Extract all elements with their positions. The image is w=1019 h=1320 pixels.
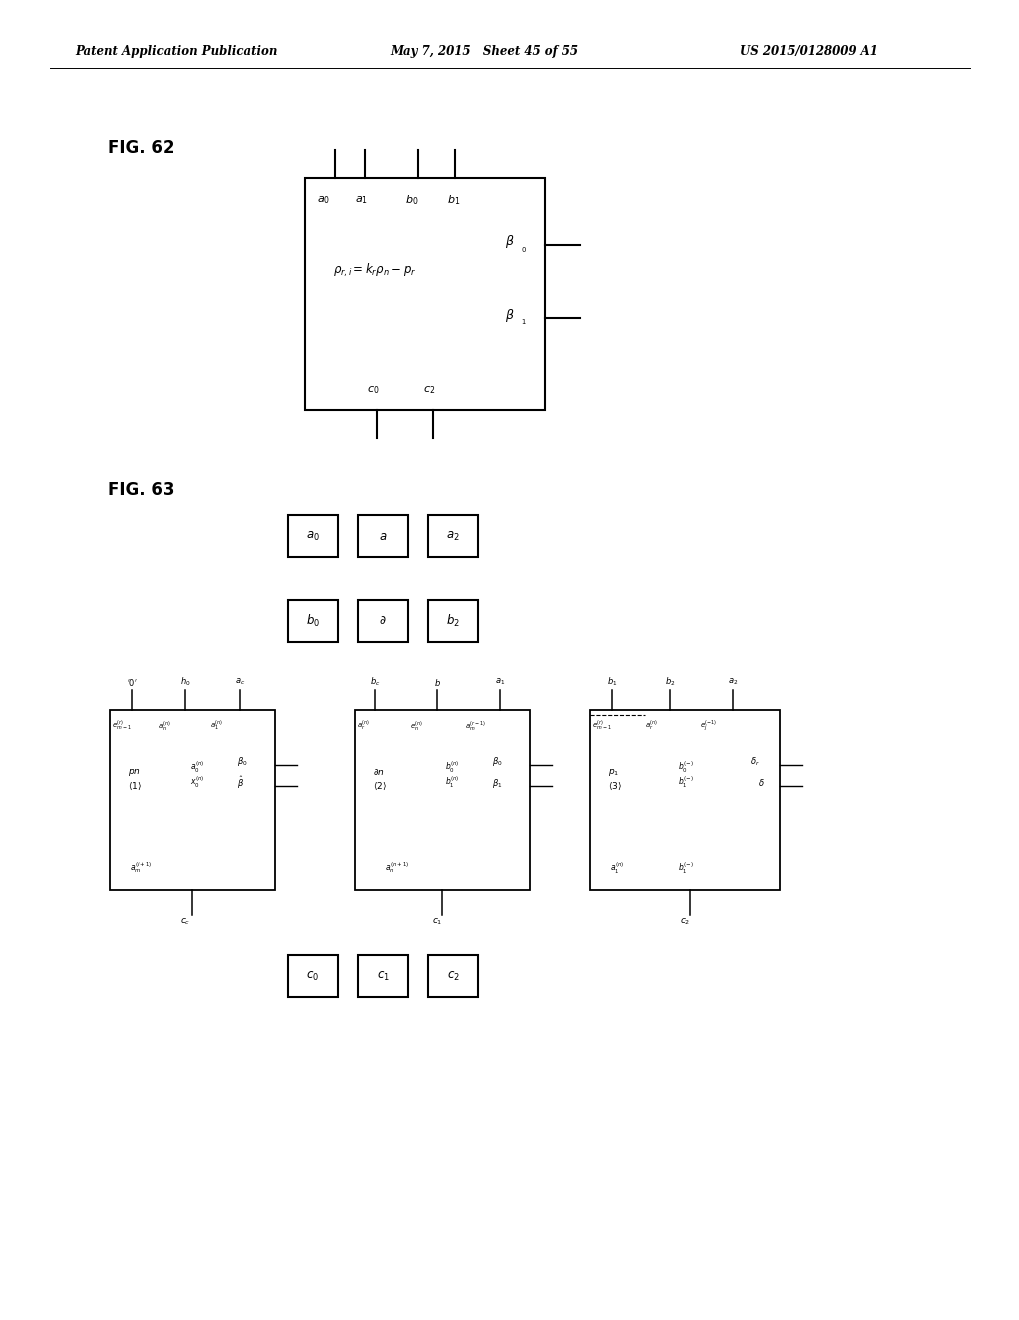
Text: $\langle 1\rangle$: $\langle 1\rangle$ (127, 780, 142, 792)
Text: $a^{(n+1)}_{n}$: $a^{(n+1)}_{n}$ (384, 861, 409, 875)
Text: $a_1$: $a_1$ (355, 194, 368, 206)
Text: $\beta$: $\beta$ (504, 234, 515, 251)
Text: $a_1$: $a_1$ (494, 677, 504, 688)
Text: $a^{(n)}_{1}$: $a^{(n)}_{1}$ (609, 861, 624, 875)
Text: $p_1$: $p_1$ (607, 767, 619, 777)
Text: $a^{(i+1)}_{m}$: $a^{(i+1)}_{m}$ (129, 861, 152, 875)
Text: FIG. 63: FIG. 63 (108, 480, 174, 499)
Text: $\delta_r$: $\delta_r$ (749, 756, 759, 768)
Text: $h_0$: $h_0$ (179, 676, 191, 688)
Text: $\langle 3\rangle$: $\langle 3\rangle$ (607, 780, 622, 792)
Bar (428, 601, 478, 642)
Text: $b_2$: $b_2$ (445, 612, 460, 630)
Bar (110, 710, 275, 890)
Text: $\beta_1$: $\beta_1$ (491, 776, 502, 789)
Bar (358, 515, 408, 557)
Bar (305, 178, 544, 411)
Text: $b$: $b$ (433, 676, 440, 688)
Text: $\partial$: $\partial$ (379, 615, 386, 627)
Text: $b^{(n)}_0$: $b^{(n)}_0$ (444, 759, 460, 775)
Bar (287, 954, 337, 997)
Text: $b^{(-)}_0$: $b^{(-)}_0$ (678, 759, 693, 775)
Text: $c_2$: $c_2$ (680, 917, 690, 927)
Text: $b_2$: $b_2$ (664, 676, 675, 688)
Text: $a_2$: $a_2$ (728, 677, 738, 688)
Text: $\beta_0$: $\beta_0$ (491, 755, 502, 768)
Text: $b^{(-)}_1$: $b^{(-)}_1$ (678, 775, 693, 789)
Text: $a^{(n)}_{r}$: $a^{(n)}_{r}$ (644, 719, 657, 733)
Text: $e^{(n)}_{n}$: $e^{(n)}_{n}$ (410, 719, 423, 733)
Text: $a^{(n)}_0$: $a^{(n)}_0$ (190, 759, 204, 775)
Text: $b_0$: $b_0$ (306, 612, 320, 630)
Text: $b^{(n)}_1$: $b^{(n)}_1$ (444, 775, 460, 789)
Text: $e^{(r)}_{m-1}$: $e^{(r)}_{m-1}$ (591, 719, 611, 733)
Bar (428, 954, 478, 997)
Bar (428, 515, 478, 557)
Text: $\rho_{r,i}=k_r\rho_n-p_r$: $\rho_{r,i}=k_r\rho_n-p_r$ (332, 261, 416, 279)
Bar (358, 601, 408, 642)
Bar (589, 710, 780, 890)
Text: FIG. 62: FIG. 62 (108, 139, 174, 157)
Text: $c_0$: $c_0$ (367, 384, 379, 396)
Text: May 7, 2015   Sheet 45 of 55: May 7, 2015 Sheet 45 of 55 (389, 45, 578, 58)
Text: $a^{(n)}_{1}$: $a^{(n)}_{1}$ (210, 719, 223, 733)
Text: $_1$: $_1$ (521, 317, 526, 327)
Text: $c_1$: $c_1$ (432, 917, 442, 927)
Bar (355, 710, 530, 890)
Text: $\mathit{'0'}$: $\mathit{'0'}$ (126, 676, 138, 688)
Text: $a_0$: $a_0$ (317, 194, 330, 206)
Bar (287, 601, 337, 642)
Text: $c_2$: $c_2$ (423, 384, 435, 396)
Text: $b_1$: $b_1$ (446, 193, 460, 207)
Text: $b_c$: $b_c$ (370, 676, 380, 688)
Text: $b^{(-)}_{1}$: $b^{(-)}_{1}$ (678, 861, 693, 875)
Text: $pn$: $pn$ (127, 767, 141, 777)
Text: $c_2$: $c_2$ (446, 969, 459, 982)
Text: $a^{(n)}_{n}$: $a^{(n)}_{n}$ (158, 719, 171, 733)
Text: $a^{(r-1)}_{m}$: $a^{(r-1)}_{m}$ (465, 719, 486, 733)
Text: $b_0$: $b_0$ (405, 193, 418, 207)
Text: $e^{(r)}_{m-1}$: $e^{(r)}_{m-1}$ (112, 719, 131, 733)
Text: $\langle 2\rangle$: $\langle 2\rangle$ (373, 780, 386, 792)
Text: $a$: $a$ (378, 529, 387, 543)
Text: US 2015/0128009 A1: US 2015/0128009 A1 (739, 45, 877, 58)
Text: $c_1$: $c_1$ (376, 969, 389, 982)
Bar (287, 515, 337, 557)
Text: $_0$: $_0$ (521, 246, 527, 255)
Text: $e^{(-1)}_{j}$: $e^{(-1)}_{j}$ (699, 718, 716, 734)
Text: $a_2$: $a_2$ (445, 529, 460, 543)
Bar (358, 954, 408, 997)
Text: $\beta_0$: $\beta_0$ (236, 755, 248, 768)
Text: $\beta$: $\beta$ (504, 306, 515, 323)
Text: $a^{(n)}_{r}$: $a^{(n)}_{r}$ (357, 719, 370, 733)
Text: $x^{(n)}_0$: $x^{(n)}_0$ (190, 775, 204, 789)
Text: $a_0$: $a_0$ (306, 529, 320, 543)
Text: $\delta$: $\delta$ (757, 777, 764, 788)
Text: Patent Application Publication: Patent Application Publication (75, 45, 277, 58)
Text: $\partial n$: $\partial n$ (373, 767, 384, 777)
Text: $c_c$: $c_c$ (179, 917, 191, 927)
Text: $b_1$: $b_1$ (606, 676, 616, 688)
Text: $\hat{\beta}$: $\hat{\beta}$ (236, 775, 244, 791)
Text: $a_c$: $a_c$ (234, 677, 245, 688)
Text: $c_0$: $c_0$ (306, 969, 319, 982)
